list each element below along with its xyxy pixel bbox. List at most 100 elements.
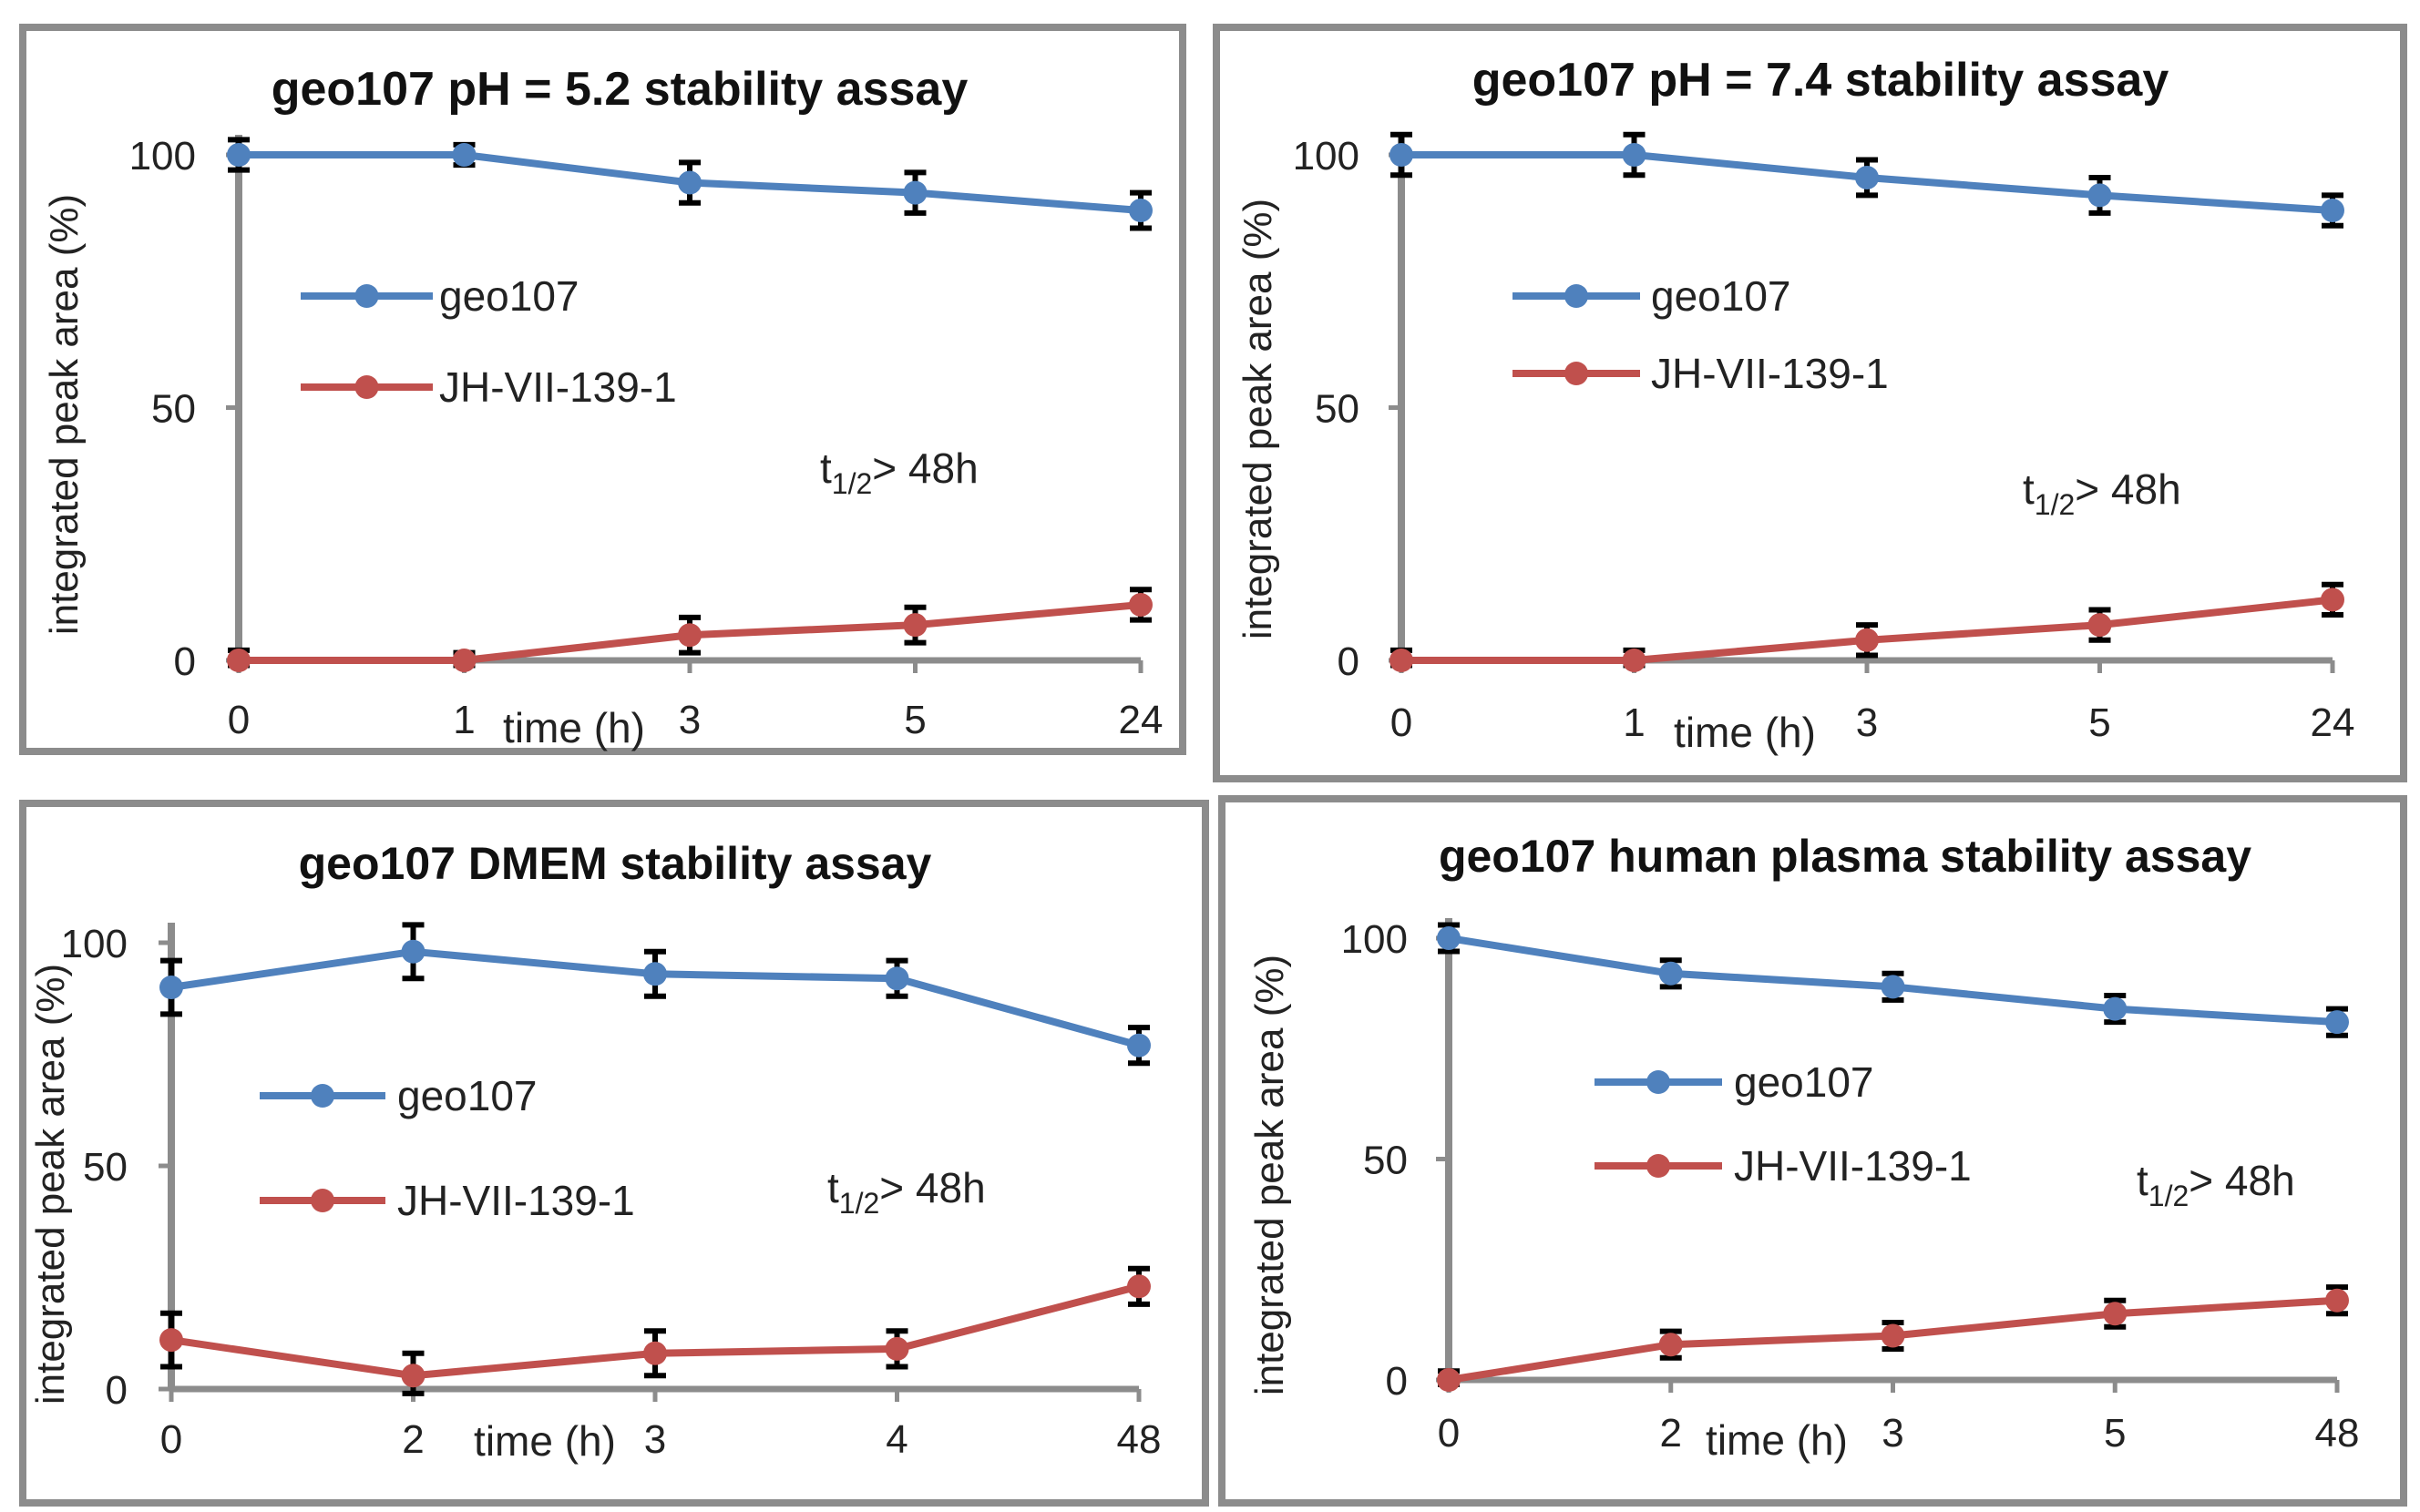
x-tick-label: 0 — [1438, 1411, 1460, 1456]
x-tick-label: 0 — [228, 698, 250, 742]
data-point — [1389, 143, 1413, 167]
data-point — [1437, 1368, 1461, 1392]
y-axis-label: integrated peak area (%) — [1236, 199, 1280, 639]
data-point — [452, 143, 477, 167]
legend: geo107 JH-VII-139-1 — [301, 272, 677, 411]
x-tick-label: 24 — [1119, 698, 1164, 742]
legend-marker — [1646, 1070, 1670, 1094]
y-tick-label: 50 — [1363, 1139, 1408, 1183]
x-axis-label: time (h) — [503, 704, 645, 751]
x-tick-label: 2 — [1660, 1411, 1682, 1456]
chart-panel-4: 0 50 100 0 2 3 5 48 geo107 human plasma stabilit… — [1218, 795, 2407, 1507]
legend: geo107 JH-VII-139-1 — [1512, 272, 1889, 397]
x-axis-label: time (h) — [474, 1417, 616, 1465]
legend: geo107 JH-VII-139-1 — [1595, 1058, 1972, 1190]
data-point — [1622, 649, 1646, 672]
chart-panel-2: 0 50 100 0 1 3 5 24 geo107 pH = 7.4 stability as… — [1213, 24, 2407, 782]
series-geo107 — [227, 137, 1153, 231]
data-point — [159, 1328, 183, 1353]
series-geo107 — [1389, 131, 2344, 229]
y-axis-label: integrated peak area (%) — [1247, 955, 1292, 1395]
data-point — [159, 976, 183, 999]
chart-frame — [19, 800, 1209, 1507]
legend-label: JH-VII-139-1 — [397, 1177, 635, 1224]
legend-marker — [1646, 1154, 1670, 1178]
chart-panel-1: 0 50 100 0 1 3 5 24 geo107 pH = 5.2 stability as… — [19, 24, 1186, 755]
data-point — [227, 143, 251, 167]
half-life-annotation: t1/2> 48h — [827, 1164, 986, 1220]
chart-panel-3: 0 50 100 0 2 3 4 48 geo107 DMEM stability assay t… — [19, 800, 1209, 1507]
x-tick-label: 24 — [2311, 700, 2355, 745]
legend-marker — [311, 1189, 334, 1212]
x-tick-label: 48 — [2315, 1411, 2360, 1456]
y-tick-label: 0 — [106, 1368, 128, 1413]
data-point — [1129, 199, 1153, 223]
data-point — [678, 623, 702, 648]
y-axis-label: integrated peak area (%) — [28, 964, 73, 1405]
series-jh-vii-139-1 — [1389, 581, 2344, 672]
x-tick-label: 0 — [1390, 700, 1412, 745]
data-point — [2103, 996, 2128, 1021]
x-axis-label: time (h) — [1674, 709, 1816, 756]
legend-label: geo107 — [439, 272, 579, 320]
y-tick-label: 100 — [61, 922, 128, 966]
data-point — [1855, 165, 1879, 189]
x-tick-label: 3 — [1882, 1411, 1903, 1456]
y-axis-label: integrated peak area (%) — [42, 194, 87, 635]
data-point — [643, 962, 667, 986]
data-point — [1129, 592, 1153, 617]
legend-label: JH-VII-139-1 — [439, 363, 677, 411]
half-life-annotation: t1/2> 48h — [2137, 1157, 2295, 1212]
data-point — [2087, 183, 2112, 208]
legend-marker — [354, 375, 379, 399]
legend-label: geo107 — [397, 1072, 538, 1119]
data-point — [227, 649, 251, 672]
data-point — [2087, 613, 2112, 638]
legend-marker — [1564, 284, 1588, 308]
chart-title: geo107 pH = 7.4 stability assay — [1472, 54, 2169, 107]
data-point — [678, 170, 702, 195]
data-point — [1127, 1274, 1151, 1299]
data-point — [452, 649, 477, 672]
half-life-annotation: t1/2> 48h — [820, 444, 979, 500]
x-tick-label: 0 — [160, 1417, 182, 1462]
data-point — [1881, 1323, 1905, 1348]
y-tick-label: 100 — [129, 134, 196, 179]
series-jh-vii-139-1 — [1437, 1284, 2349, 1392]
data-point — [2321, 587, 2344, 612]
series-jh-vii-139-1 — [159, 1265, 1151, 1396]
y-tick-label: 50 — [1315, 387, 1359, 432]
legend-marker — [1564, 362, 1588, 385]
x-tick-label: 2 — [402, 1417, 424, 1462]
y-tick-label: 50 — [151, 387, 196, 432]
data-point — [1437, 926, 1461, 950]
x-tick-label: 48 — [1117, 1417, 1162, 1462]
data-point — [2321, 199, 2344, 223]
y-tick-label: 50 — [83, 1145, 128, 1190]
data-point — [1658, 1333, 1683, 1357]
data-point — [2103, 1302, 2128, 1326]
legend-label: geo107 — [1651, 272, 1791, 320]
data-point — [903, 180, 928, 205]
x-tick-label: 3 — [1856, 700, 1878, 745]
x-tick-label: 5 — [904, 698, 926, 742]
data-point — [401, 1364, 426, 1388]
y-tick-label: 0 — [1386, 1359, 1408, 1404]
data-point — [1658, 961, 1683, 986]
series-jh-vii-139-1 — [227, 587, 1153, 672]
chart-title: geo107 DMEM stability assay — [299, 838, 932, 889]
data-point — [1881, 975, 1905, 999]
x-tick-label: 1 — [1623, 700, 1645, 745]
x-tick-label: 5 — [2104, 1411, 2126, 1456]
data-point — [2325, 1010, 2349, 1035]
data-point — [885, 1336, 909, 1361]
half-life-annotation: t1/2> 48h — [2023, 465, 2181, 521]
legend-label: geo107 — [1734, 1058, 1874, 1106]
legend: geo107 JH-VII-139-1 — [260, 1072, 635, 1224]
data-point — [1127, 1033, 1151, 1057]
legend-label: JH-VII-139-1 — [1651, 350, 1889, 397]
data-point — [1389, 649, 1413, 672]
legend-marker — [311, 1084, 334, 1108]
chart-title: geo107 pH = 5.2 stability assay — [272, 63, 969, 116]
